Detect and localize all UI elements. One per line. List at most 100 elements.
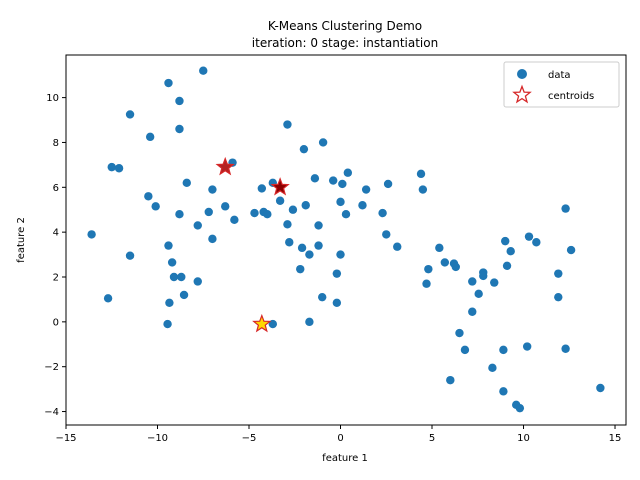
data-point: [296, 264, 305, 274]
data-point: [305, 250, 314, 259]
data-point: [499, 345, 508, 355]
data-point: [283, 220, 292, 229]
y-tick-label: 2: [53, 273, 59, 284]
data-point: [382, 230, 391, 239]
data-point: [103, 294, 113, 303]
x-tick-label: 15: [609, 433, 622, 444]
data-point: [341, 210, 351, 219]
data-point: [175, 96, 184, 106]
data-point: [310, 174, 320, 183]
data-point: [566, 245, 576, 255]
data-point: [416, 169, 426, 179]
data-point: [250, 208, 259, 218]
data-point: [361, 185, 371, 194]
y-tick-label: 10: [46, 93, 59, 104]
data-point: [488, 363, 497, 373]
data-point: [165, 298, 174, 307]
x-tick-label: −15: [55, 433, 76, 444]
data-point: [164, 241, 173, 250]
data-point: [468, 307, 477, 316]
legend-label-centroids: centroids: [548, 91, 594, 102]
data-point: [455, 328, 464, 338]
data-point: [460, 345, 470, 355]
data-point: [275, 196, 285, 205]
legend-marker-centroids: [512, 84, 532, 104]
data-point: [393, 242, 402, 251]
x-tick-label: −5: [242, 433, 257, 444]
x-tick-label: 5: [429, 433, 435, 444]
data-point: [506, 247, 515, 256]
data-point: [554, 269, 563, 278]
data-point: [164, 78, 173, 88]
data-point: [107, 162, 116, 172]
legend-label-data: data: [548, 70, 571, 81]
data-point: [87, 230, 96, 239]
data-point: [199, 66, 208, 75]
data-point: [151, 202, 160, 211]
data-point: [145, 132, 155, 142]
x-axis-label: feature 1: [322, 453, 368, 464]
data-point: [499, 387, 508, 396]
data-point: [114, 164, 124, 173]
data-point: [230, 215, 239, 225]
data-point: [193, 277, 202, 286]
data-point: [522, 342, 532, 351]
y-tick-label: 8: [53, 138, 59, 149]
data-point: [479, 271, 488, 281]
data-point: [561, 204, 570, 213]
data-point: [169, 272, 179, 282]
data-point: [451, 262, 460, 272]
data-point: [318, 292, 327, 302]
data-point: [446, 375, 455, 385]
data-point: [179, 290, 189, 300]
data-point: [383, 179, 393, 189]
y-tick-label: 6: [53, 183, 59, 194]
data-point: [468, 277, 477, 286]
axes-frame: [65, 54, 627, 426]
data-point: [422, 279, 431, 288]
data-point: [424, 264, 433, 274]
y-axis: −4 −2 0 2 4 6 8 10: [44, 93, 66, 418]
data-point: [328, 176, 338, 185]
data-point: [167, 258, 177, 267]
data-point: [332, 269, 342, 278]
data-point: [221, 202, 230, 211]
y-tick-label: 4: [53, 228, 59, 239]
data-point: [285, 238, 294, 247]
data-point: [561, 344, 570, 353]
x-axis: −15 −10 −5 0 5 10 15: [55, 425, 621, 444]
plot-area: [87, 66, 605, 413]
data-point: [418, 185, 428, 194]
data-point: [554, 292, 563, 302]
data-point: [175, 210, 184, 219]
data-point: [318, 138, 328, 147]
data-point: [338, 179, 347, 189]
x-tick-label: 0: [337, 433, 343, 444]
data-point: [332, 298, 342, 307]
data-point: [297, 243, 307, 253]
data-point: [163, 319, 172, 329]
chart-title-line1: K-Means Clustering Demo: [268, 19, 422, 33]
data-point: [515, 403, 525, 413]
data-point: [343, 168, 353, 177]
centroid-marker: [252, 313, 272, 333]
data-point: [125, 251, 135, 260]
data-point: [490, 278, 499, 287]
data-point: [288, 205, 298, 214]
data-point: [435, 243, 444, 253]
x-tick-label: −10: [147, 433, 168, 444]
data-point: [596, 383, 605, 393]
data-point: [301, 201, 310, 210]
data-point: [336, 250, 345, 259]
data-point: [268, 319, 277, 329]
data-point: [144, 192, 153, 201]
centroid-marker: [270, 177, 290, 196]
data-point: [440, 258, 450, 267]
data-point: [193, 221, 202, 230]
data-point: [502, 261, 512, 270]
x-tick-label: 10: [517, 433, 530, 444]
data-point: [175, 124, 184, 134]
data-point: [283, 120, 292, 129]
y-tick-label: −2: [44, 362, 59, 373]
